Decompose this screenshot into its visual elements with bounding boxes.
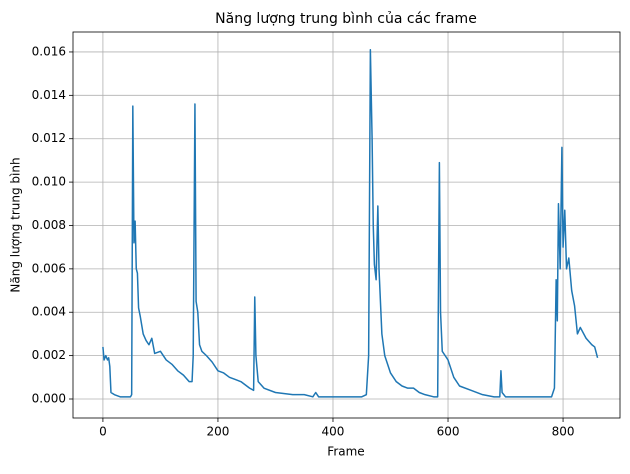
y-tick-label: 0.014 — [32, 88, 66, 102]
x-tick-label: 600 — [437, 425, 460, 439]
y-tick-label: 0.008 — [32, 218, 66, 232]
x-tick-label: 800 — [552, 425, 575, 439]
y-tick-label: 0.010 — [32, 175, 66, 189]
data-line — [102, 49, 599, 398]
x-tick-label: 200 — [206, 425, 229, 439]
plot-frame — [72, 31, 621, 419]
y-axis-label: Năng lượng trung bình — [9, 157, 23, 292]
x-tick-label: 400 — [322, 425, 345, 439]
y-tick-label: 0.012 — [32, 131, 66, 145]
y-tick-label: 0.016 — [32, 44, 66, 58]
x-axis-label: Frame — [327, 445, 364, 459]
y-tick-label: 0.004 — [32, 305, 66, 319]
y-tick-label: 0.002 — [32, 348, 66, 362]
y-tick-label: 0.000 — [32, 391, 66, 405]
x-tick-label: 0 — [99, 425, 107, 439]
y-tick-label: 0.006 — [32, 261, 66, 275]
chart-title: Năng lượng trung bình của các frame — [215, 11, 477, 27]
